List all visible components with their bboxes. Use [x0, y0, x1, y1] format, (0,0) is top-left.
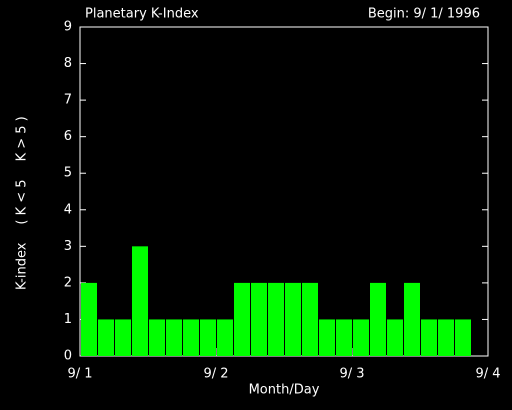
- x-tick-label: 9/ 2: [203, 367, 228, 382]
- bar: [217, 319, 233, 356]
- bar: [285, 282, 301, 356]
- y-tick-label: 1: [64, 312, 72, 327]
- y-tick-label: 2: [64, 275, 72, 290]
- bar: [132, 246, 148, 356]
- y-axis-label: K-index: [15, 242, 30, 290]
- bar: [421, 319, 437, 356]
- y-tick-label: 4: [64, 202, 72, 217]
- bar: [81, 282, 97, 356]
- bar: [404, 282, 420, 356]
- bar: [438, 319, 454, 356]
- bar: [183, 319, 199, 356]
- y-tick-label: 3: [64, 239, 72, 254]
- bar: [200, 319, 216, 356]
- y-tick-label: 7: [64, 93, 72, 108]
- bar: [98, 319, 114, 356]
- bar: [302, 282, 318, 356]
- x-tick-label: 9/ 1: [67, 367, 92, 382]
- bar: [115, 319, 131, 356]
- chart-title: Planetary K-Index: [85, 7, 199, 22]
- bar: [387, 319, 403, 356]
- bar: [149, 319, 165, 356]
- y-tick-label: 6: [64, 129, 72, 144]
- bar: [268, 282, 284, 356]
- bar: [370, 282, 386, 356]
- y-tick-label: 9: [64, 20, 72, 35]
- x-axis-label: Month/Day: [249, 383, 320, 398]
- y-tick-label: 0: [64, 349, 72, 364]
- bar: [455, 319, 471, 356]
- y-axis-label: ( K < 5: [15, 179, 30, 224]
- x-tick-label: 9/ 4: [475, 367, 500, 382]
- bar: [353, 319, 369, 356]
- bar: [319, 319, 335, 356]
- x-tick-label: 9/ 3: [339, 367, 364, 382]
- bar: [166, 319, 182, 356]
- y-tick-label: 5: [64, 166, 72, 181]
- chart-subtitle: Begin: 9/ 1/ 1996: [368, 7, 480, 22]
- bar: [251, 282, 267, 356]
- y-tick-label: 8: [64, 56, 72, 71]
- y-axis-label: K > 5 ): [15, 116, 30, 161]
- bar: [336, 319, 352, 356]
- bar: [234, 282, 250, 356]
